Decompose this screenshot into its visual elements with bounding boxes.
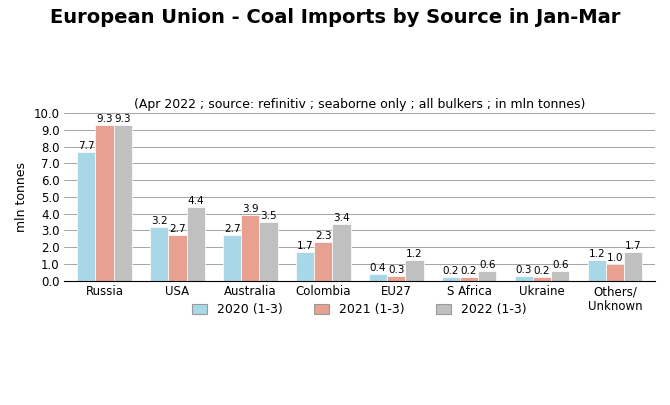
Bar [296, 252, 314, 281]
Text: 1.2: 1.2 [588, 249, 605, 260]
Bar [223, 235, 241, 281]
Bar [241, 215, 259, 281]
Bar [95, 125, 114, 281]
Text: 3.9: 3.9 [242, 204, 259, 214]
Bar [405, 260, 423, 281]
Title: (Apr 2022 ; source: refinitiv ; seaborne only ; all bulkers ; in mln tonnes): (Apr 2022 ; source: refinitiv ; seaborne… [134, 98, 586, 111]
Bar [168, 235, 186, 281]
Text: European Union - Coal Imports by Source in Jan-Mar: European Union - Coal Imports by Source … [50, 8, 620, 27]
Text: 0.6: 0.6 [552, 260, 568, 270]
Text: 0.2: 0.2 [461, 266, 477, 276]
Text: 0.4: 0.4 [370, 263, 386, 273]
Bar [186, 207, 205, 281]
Bar [77, 151, 95, 281]
Bar [314, 242, 332, 281]
Bar [606, 264, 624, 281]
Bar [332, 224, 350, 281]
Text: 9.3: 9.3 [96, 114, 113, 124]
Bar [442, 277, 460, 281]
Text: 3.2: 3.2 [151, 216, 168, 226]
Text: 0.3: 0.3 [388, 264, 405, 275]
Bar [588, 260, 606, 281]
Text: 2.7: 2.7 [169, 224, 186, 234]
Bar [387, 275, 405, 281]
Bar [515, 275, 533, 281]
Text: 3.4: 3.4 [333, 213, 350, 223]
Bar [369, 274, 387, 281]
Text: 2.7: 2.7 [224, 224, 241, 234]
Text: 1.7: 1.7 [625, 241, 641, 251]
Bar [259, 222, 277, 281]
Bar [114, 125, 132, 281]
Text: 4.4: 4.4 [188, 196, 204, 206]
Text: 1.7: 1.7 [297, 241, 314, 251]
Text: 0.3: 0.3 [515, 264, 532, 275]
Text: 0.2: 0.2 [534, 266, 550, 276]
Y-axis label: mln tonnes: mln tonnes [15, 162, 28, 232]
Text: 7.7: 7.7 [78, 141, 94, 151]
Text: 9.3: 9.3 [115, 114, 131, 124]
Bar [624, 252, 643, 281]
Bar [533, 277, 551, 281]
Bar [551, 271, 570, 281]
Text: 0.6: 0.6 [479, 260, 496, 270]
Legend: 2020 (1-3), 2021 (1-3), 2022 (1-3): 2020 (1-3), 2021 (1-3), 2022 (1-3) [188, 298, 532, 321]
Bar [478, 271, 496, 281]
Text: 3.5: 3.5 [260, 211, 277, 221]
Bar [460, 277, 478, 281]
Bar [150, 227, 168, 281]
Text: 0.2: 0.2 [443, 266, 459, 276]
Text: 1.2: 1.2 [406, 249, 423, 260]
Text: 1.0: 1.0 [606, 253, 623, 263]
Text: 2.3: 2.3 [315, 231, 332, 241]
